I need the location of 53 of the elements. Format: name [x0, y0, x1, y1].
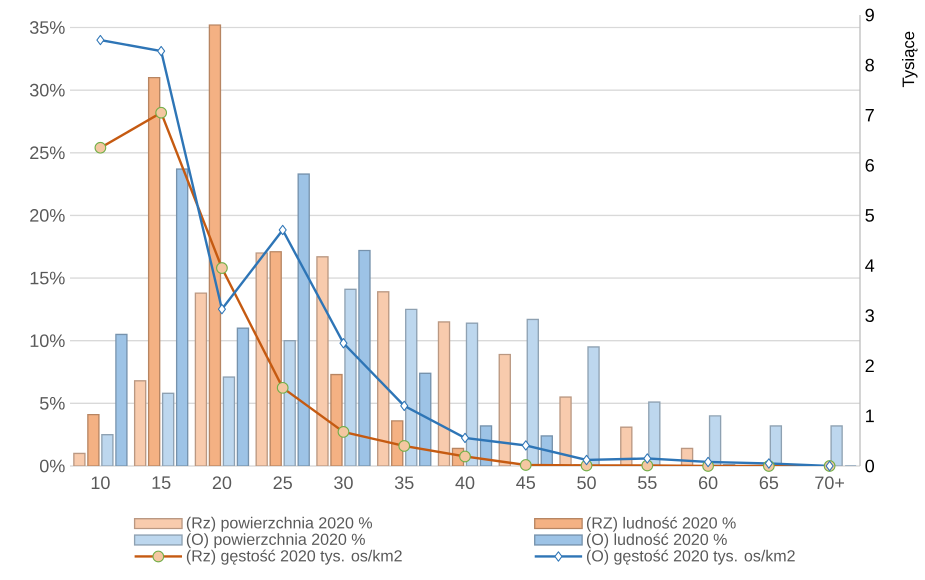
- x-tick-label: 65: [760, 476, 778, 490]
- point: [400, 400, 408, 412]
- y2-tick-label: 8: [865, 58, 874, 72]
- x-tick-label: 55: [638, 476, 657, 489]
- x-tick-label: 40: [455, 476, 474, 490]
- legend-label: (RZ) ludność 2020 %: [586, 516, 736, 532]
- y2-axis-title: Tysiące: [902, 32, 918, 88]
- legend-label: (O) gęstość 2020 tys. os/km2: [586, 550, 795, 565]
- legend-label: (Rz) powierzchnia 2020 %: [186, 516, 372, 532]
- legend-label: (O) powierzchnia 2020 %: [186, 533, 365, 548]
- x-tick-label: 20: [212, 476, 232, 490]
- y2-tick-label: 6: [866, 158, 874, 172]
- y2-tick-label: 2: [866, 359, 874, 372]
- y-tick-label: 35%: [30, 21, 65, 34]
- x-tick-label: 30: [334, 476, 353, 490]
- y2-tick-label: 0: [865, 460, 874, 472]
- y-tick-label: 5%: [40, 397, 65, 410]
- bar: [194, 292, 208, 466]
- point: [339, 338, 348, 348]
- x-tick-label: 60: [698, 476, 718, 490]
- x-tick-label: 70+: [815, 476, 844, 490]
- y2-tick-label: 5: [865, 209, 874, 222]
- y2-tick-label: 1: [866, 410, 874, 422]
- y2-tick-label: 7: [866, 109, 874, 122]
- x-tick-label: 45: [516, 476, 536, 489]
- point: [764, 458, 773, 469]
- x-tick-label: 25: [274, 476, 292, 490]
- bar: [115, 334, 128, 466]
- x-tick-label: 10: [92, 476, 110, 490]
- bar: [236, 328, 250, 466]
- x-tick-label: 15: [152, 476, 170, 489]
- y-tick-label: 25%: [30, 146, 65, 160]
- y-tick-label: 0%: [40, 460, 65, 472]
- y2-tick-label: 4: [865, 259, 874, 272]
- point: [157, 46, 166, 56]
- y2-tick-label: 3: [865, 309, 874, 322]
- point: [704, 456, 712, 468]
- point: [582, 454, 591, 466]
- y-tick-label: 30%: [30, 84, 65, 97]
- y-tick-label: 15%: [30, 272, 65, 284]
- point: [96, 34, 104, 46]
- point: [522, 440, 530, 451]
- legend-label: (Rz) gęstość 2020 tys. os/km2: [186, 550, 402, 565]
- point: [643, 453, 652, 464]
- x-tick-label: 35: [394, 476, 414, 490]
- y2-tick-label: 9: [866, 8, 874, 22]
- legend-label: (O) ludność 2020 %: [586, 533, 727, 548]
- point: [278, 224, 287, 236]
- x-tick-label: 50: [577, 476, 596, 490]
- point: [218, 304, 226, 314]
- point: [460, 432, 470, 444]
- y-tick-label: 20%: [30, 209, 65, 222]
- y-tick-label: 10%: [30, 334, 65, 348]
